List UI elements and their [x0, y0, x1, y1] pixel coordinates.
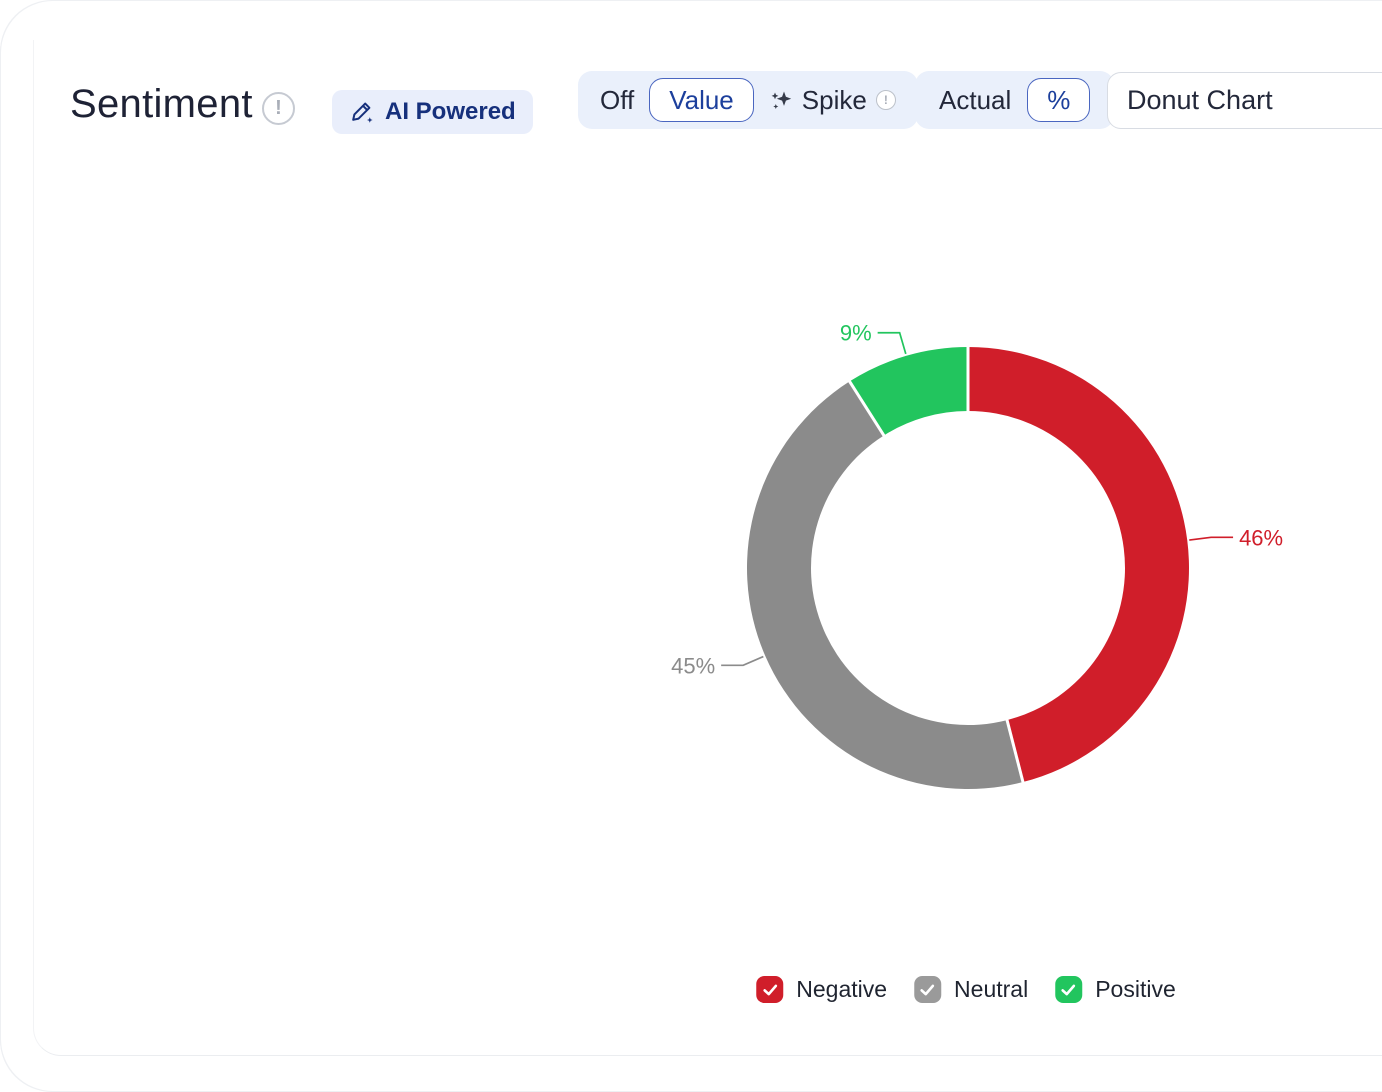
- slice-percent-label: 45%: [671, 653, 715, 678]
- legend-item[interactable]: Positive: [1055, 976, 1176, 1003]
- slice-percent-label: 46%: [1239, 525, 1283, 550]
- mode-option-spike[interactable]: Spike !: [769, 85, 896, 116]
- ai-powered-badge: AI Powered: [332, 90, 533, 134]
- slice-separator: [1005, 718, 1025, 784]
- chart-legend: Negative Neutral Positive: [756, 976, 1176, 1003]
- legend-checkbox-icon: [1055, 976, 1083, 1003]
- donut-slice-negative[interactable]: [968, 347, 1190, 783]
- spike-info-icon[interactable]: !: [875, 90, 896, 110]
- slice-separator: [847, 379, 886, 438]
- label-mode-toggle: Off Value Spike !: [578, 71, 918, 129]
- donut-slice-positive[interactable]: [849, 347, 968, 436]
- legend-checkbox-icon: [914, 976, 942, 1003]
- chart-type-value: Donut Chart: [1127, 85, 1273, 115]
- legend-item-label: Positive: [1095, 976, 1176, 1002]
- sparkle-icon: [771, 91, 791, 109]
- checkmark-icon: [1061, 984, 1076, 995]
- label-leader-line: [721, 655, 764, 667]
- legend-item[interactable]: Neutral: [914, 976, 1028, 1003]
- unit-option-actual[interactable]: Actual: [939, 84, 1012, 115]
- magic-pen-icon: [352, 102, 373, 123]
- legend-item[interactable]: Negative: [756, 976, 887, 1003]
- checkmark-icon: [920, 984, 935, 995]
- legend-checkbox-icon: [756, 976, 784, 1003]
- page-title: Sentiment: [70, 82, 253, 126]
- checkmark-icon: [762, 984, 777, 995]
- donut-slice-neutral[interactable]: [747, 381, 1023, 789]
- unit-toggle: Actual %: [915, 71, 1115, 129]
- title-info-icon[interactable]: !: [262, 92, 295, 125]
- chart-type-dropdown[interactable]: Donut Chart: [1107, 72, 1382, 129]
- ai-powered-label: AI Powered: [385, 98, 516, 125]
- label-leader-line: [1189, 536, 1234, 541]
- legend-item-label: Neutral: [954, 976, 1029, 1002]
- slice-percent-label: 9%: [840, 321, 872, 346]
- mode-option-value-selected[interactable]: Value: [649, 78, 754, 122]
- mode-option-off[interactable]: Off: [600, 84, 635, 115]
- spike-label: Spike: [801, 84, 867, 115]
- legend-item-label: Negative: [796, 976, 888, 1002]
- label-leader-line: [877, 331, 907, 355]
- unit-option-percent-selected[interactable]: %: [1027, 78, 1091, 122]
